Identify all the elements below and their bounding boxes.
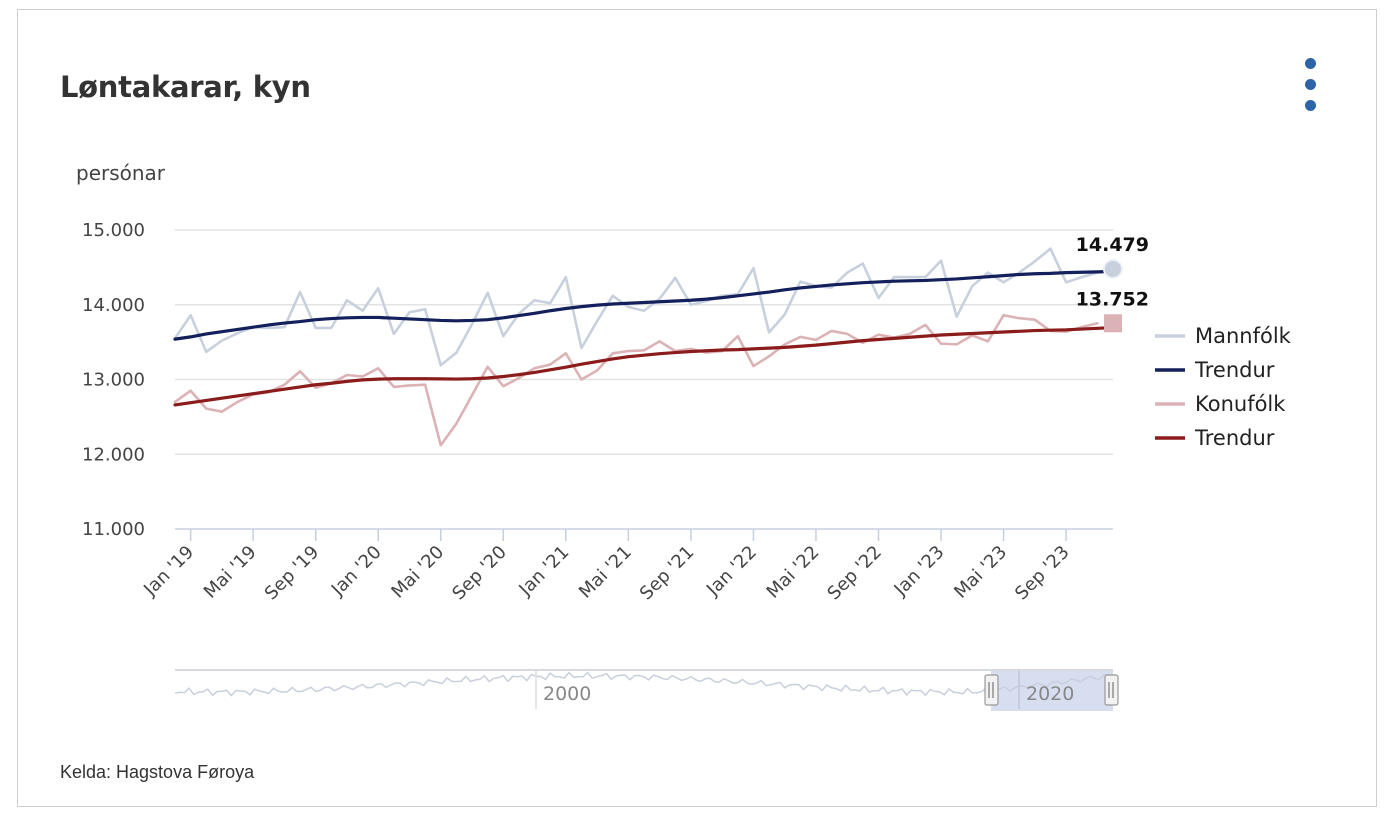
series-line-1 xyxy=(173,247,1115,367)
kebab-menu-icon[interactable] xyxy=(1296,56,1324,116)
menu-dot xyxy=(1305,79,1316,90)
menu-dot xyxy=(1305,100,1316,111)
range-navigator[interactable]: 2000 2020 xyxy=(174,669,1119,711)
series-line-2 xyxy=(173,269,1115,341)
x-tick-label: Sep '23 xyxy=(1011,542,1074,605)
grid xyxy=(175,229,1113,530)
x-tick-label: Jan '23 xyxy=(890,542,949,601)
legend-label: Mannfólk xyxy=(1195,324,1292,348)
x-axis: Jan '19 Mai '19 Sep '19 Jan '20 Mai '20 Sep '… xyxy=(139,529,1074,605)
source-note: Kelda: Hagstova Føroya xyxy=(60,762,255,782)
navigator-background xyxy=(175,669,1113,709)
y-tick-label: 13.000 xyxy=(82,370,145,391)
legend-label: Trendur xyxy=(1194,426,1275,450)
navigator-left-handle[interactable] xyxy=(984,674,999,706)
x-tick-label: Sep '21 xyxy=(636,542,699,605)
legend-label: Konufólk xyxy=(1195,392,1286,416)
navigator-series xyxy=(174,671,1114,697)
series-line-4 xyxy=(173,325,1115,407)
series-layer xyxy=(173,247,1115,447)
handle-body[interactable] xyxy=(984,674,999,706)
handle-body[interactable] xyxy=(1104,674,1119,706)
x-tick-label: Sep '22 xyxy=(823,542,886,605)
y-axis: 15.000 14.000 13.000 12.000 11.000 xyxy=(82,220,145,540)
x-tick-label: Sep '19 xyxy=(261,542,324,605)
data-label: 14.479 xyxy=(1076,234,1149,256)
y-tick-label: 15.000 xyxy=(82,220,145,241)
legend[interactable]: Mannfólk Trendur Konufólk Trendur xyxy=(1155,324,1292,450)
navigator-right-handle[interactable] xyxy=(1104,674,1119,706)
navigator-label: 2000 xyxy=(543,683,591,705)
x-tick-label: Jan '22 xyxy=(702,542,761,601)
x-tick-label: Mai '21 xyxy=(575,542,636,603)
y-tick-label: 11.000 xyxy=(82,519,145,540)
data-label: 13.752 xyxy=(1076,288,1149,310)
chart-title: Løntakarar, kyn xyxy=(60,70,311,104)
menu-dot xyxy=(1305,58,1316,69)
end-marker-circle xyxy=(1103,258,1123,279)
legend-item-4[interactable]: Trendur xyxy=(1155,426,1275,450)
legend-item-1[interactable]: Mannfólk xyxy=(1155,324,1292,348)
x-tick-label: Mai '19 xyxy=(200,542,261,603)
x-tick-label: Sep '20 xyxy=(448,542,511,605)
y-tick-label: 12.000 xyxy=(82,444,145,465)
x-tick-label: Jan '20 xyxy=(327,542,386,601)
legend-item-3[interactable]: Konufólk xyxy=(1155,392,1286,416)
x-tick-label: Mai '22 xyxy=(763,542,824,603)
end-marker-square xyxy=(1104,314,1122,333)
x-tick-label: Mai '20 xyxy=(387,542,448,603)
legend-label: Trendur xyxy=(1194,358,1275,382)
x-tick-label: Jan '21 xyxy=(514,542,573,601)
x-tick-label: Mai '23 xyxy=(950,542,1011,603)
y-tick-label: 14.000 xyxy=(82,295,145,316)
legend-item-2[interactable]: Trendur xyxy=(1155,358,1275,382)
navigator-label: 2020 xyxy=(1026,683,1074,705)
x-tick-label: Jan '19 xyxy=(139,542,198,601)
data-labels: 14.479 13.752 xyxy=(1076,234,1149,333)
y-axis-title: persónar xyxy=(76,161,166,185)
